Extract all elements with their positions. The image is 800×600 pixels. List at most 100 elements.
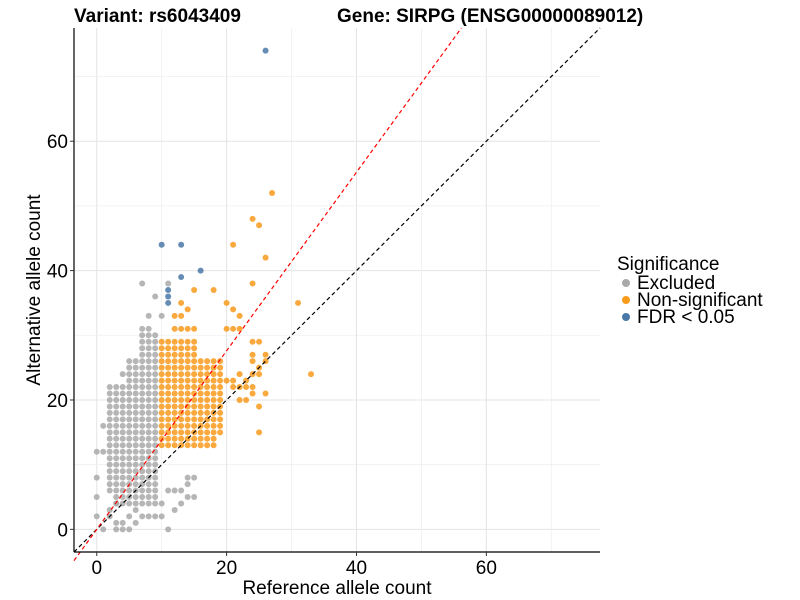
point-excluded xyxy=(132,403,139,410)
point-excluded xyxy=(106,390,113,397)
point-non-significant xyxy=(178,377,185,384)
point-non-significant xyxy=(191,287,198,293)
point-non-significant xyxy=(249,384,256,391)
point-non-significant xyxy=(158,442,165,449)
point-excluded xyxy=(145,351,152,358)
point-non-significant xyxy=(165,416,172,423)
legend-label-excluded: Excluded xyxy=(637,273,715,294)
point-excluded xyxy=(152,371,159,378)
point-excluded xyxy=(139,435,146,442)
point-non-significant xyxy=(171,377,178,384)
point-excluded xyxy=(145,494,152,501)
point-excluded xyxy=(106,455,113,462)
point-non-significant xyxy=(184,338,191,345)
point-excluded xyxy=(132,500,139,507)
point-excluded xyxy=(139,280,146,287)
point-non-significant xyxy=(178,299,185,306)
point-excluded xyxy=(139,474,146,481)
point-non-significant xyxy=(158,377,165,384)
point-excluded xyxy=(113,474,120,481)
point-fdr-0-05 xyxy=(165,293,172,300)
point-non-significant xyxy=(295,299,302,306)
point-non-significant xyxy=(158,345,165,352)
legend-item-excluded: Excluded xyxy=(622,273,715,294)
point-non-significant xyxy=(178,351,185,358)
point-excluded xyxy=(152,409,159,416)
point-excluded xyxy=(126,448,133,455)
point-excluded xyxy=(113,435,120,442)
point-non-significant xyxy=(217,390,224,397)
point-non-significant xyxy=(171,312,178,319)
point-non-significant xyxy=(256,222,263,229)
point-excluded xyxy=(132,409,139,416)
point-excluded xyxy=(145,468,152,475)
point-non-significant xyxy=(191,435,198,442)
point-excluded xyxy=(152,461,159,468)
point-excluded xyxy=(139,358,146,365)
legend-marker-excluded xyxy=(622,279,630,287)
point-excluded xyxy=(113,481,120,488)
point-excluded xyxy=(139,371,146,378)
point-non-significant xyxy=(191,409,198,416)
point-excluded xyxy=(119,429,126,436)
point-non-significant xyxy=(204,371,211,378)
point-non-significant xyxy=(256,429,263,436)
x-tick-label: 60 xyxy=(476,558,497,579)
point-excluded xyxy=(145,435,152,442)
point-excluded xyxy=(139,429,146,436)
point-non-significant xyxy=(256,338,263,345)
point-excluded xyxy=(152,494,159,501)
point-non-significant xyxy=(256,403,263,410)
point-excluded xyxy=(126,435,133,442)
point-non-significant xyxy=(165,338,172,345)
point-non-significant xyxy=(178,435,185,442)
point-excluded xyxy=(178,487,185,494)
point-excluded xyxy=(106,396,113,403)
point-non-significant xyxy=(197,396,204,403)
point-non-significant xyxy=(191,371,198,378)
point-non-significant xyxy=(178,416,185,423)
point-excluded xyxy=(139,345,146,352)
point-excluded xyxy=(139,500,146,507)
point-non-significant xyxy=(178,345,185,352)
point-excluded xyxy=(145,332,152,339)
point-excluded xyxy=(113,448,120,455)
point-non-significant xyxy=(191,416,198,423)
point-excluded xyxy=(139,487,146,494)
point-excluded xyxy=(152,332,159,339)
point-excluded xyxy=(132,390,139,397)
point-excluded xyxy=(126,396,133,403)
point-non-significant xyxy=(191,325,198,332)
point-non-significant xyxy=(165,377,172,384)
point-non-significant xyxy=(191,384,198,391)
legend-marker-non-significant xyxy=(622,296,630,304)
point-non-significant xyxy=(197,390,204,397)
point-fdr-0-05 xyxy=(165,287,172,293)
point-excluded xyxy=(113,390,120,397)
point-non-significant xyxy=(178,364,185,371)
point-non-significant xyxy=(171,422,178,429)
point-non-significant xyxy=(184,384,191,391)
point-fdr-0-05 xyxy=(158,241,165,248)
point-non-significant xyxy=(217,429,224,436)
point-excluded xyxy=(152,377,159,384)
point-non-significant xyxy=(184,416,191,423)
point-non-significant xyxy=(210,416,217,423)
point-non-significant xyxy=(184,371,191,378)
point-excluded xyxy=(152,422,159,429)
chart-title-gene: Gene: SIRPG (ENSG00000089012) xyxy=(337,6,643,27)
point-excluded xyxy=(145,409,152,416)
point-excluded xyxy=(113,526,120,533)
point-excluded xyxy=(139,494,146,501)
point-non-significant xyxy=(210,287,217,293)
point-excluded xyxy=(126,390,133,397)
point-non-significant xyxy=(165,358,172,365)
point-non-significant xyxy=(171,364,178,371)
y-tick-label: 40 xyxy=(47,262,68,283)
point-excluded xyxy=(139,416,146,423)
legend-item-non-significant: Non-significant xyxy=(622,290,763,311)
point-excluded xyxy=(139,396,146,403)
point-non-significant xyxy=(262,351,269,358)
point-excluded xyxy=(126,429,133,436)
point-non-significant xyxy=(178,403,185,410)
